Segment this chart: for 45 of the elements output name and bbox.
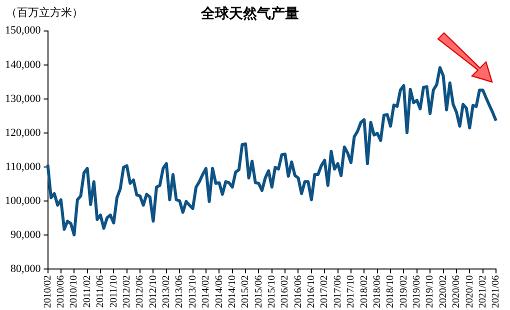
y-tick-label: 90,000 bbox=[10, 229, 42, 242]
x-tick-label: 2011/02 bbox=[82, 275, 93, 308]
x-tick-label: 2019/02 bbox=[398, 275, 410, 308]
x-tick-label: 2016/06 bbox=[292, 275, 304, 308]
x-tick-label: 2010/06 bbox=[56, 275, 67, 308]
y-tick-label: 110,000 bbox=[5, 160, 42, 173]
x-tick-label: 2015/06 bbox=[253, 275, 264, 308]
x-tick-label: 2017/02 bbox=[319, 275, 330, 308]
x-tick-label: 2012/06 bbox=[134, 275, 146, 308]
x-tick-label: 2017/06 bbox=[332, 275, 344, 308]
y-tick-label: 150,000 bbox=[5, 24, 42, 37]
chart-title: 全球天然气产量 bbox=[200, 5, 299, 22]
x-tick-label: 2020/10 bbox=[464, 275, 476, 308]
x-tick-label: 2018/06 bbox=[372, 275, 383, 308]
x-tick-label: 2016/10 bbox=[306, 275, 318, 308]
x-tick-label: 2015/10 bbox=[266, 275, 278, 308]
x-tick-label: 2012/02 bbox=[121, 275, 132, 308]
x-tick-label: 2010/02 bbox=[42, 275, 54, 308]
x-tick-label: 2010/10 bbox=[68, 275, 80, 308]
x-tick-label: 2021/02 bbox=[477, 275, 488, 308]
x-tick-label: 2011/10 bbox=[108, 275, 120, 308]
x-tick-label: 2018/02 bbox=[358, 275, 370, 308]
x-tick-label: 2012/10 bbox=[148, 275, 159, 308]
x-tick-label: 2016/02 bbox=[280, 275, 291, 308]
x-tick-label: 2011/06 bbox=[95, 275, 106, 308]
x-tick-label: 2014/06 bbox=[214, 275, 225, 308]
y-tick-label: 130,000 bbox=[5, 92, 42, 105]
y-axis-title: （百万立方米） bbox=[6, 6, 83, 19]
x-tick-label: 2020/06 bbox=[451, 275, 462, 308]
y-tick-label: 120,000 bbox=[5, 126, 42, 139]
y-tick-label: 80,000 bbox=[10, 263, 42, 276]
x-tick-label: 2013/10 bbox=[187, 275, 198, 308]
x-tick-label: 2020/02 bbox=[438, 275, 449, 308]
x-tick-label: 2013/02 bbox=[161, 275, 172, 308]
y-tick-label: 140,000 bbox=[5, 58, 42, 71]
y-tick-label: 100,000 bbox=[5, 194, 42, 207]
x-tick-label: 2017/10 bbox=[346, 275, 357, 308]
x-tick-label: 2018/10 bbox=[385, 275, 396, 308]
x-tick-label: 2019/06 bbox=[412, 275, 423, 308]
x-tick-label: 2014/10 bbox=[226, 275, 238, 308]
x-tick-label: 2014/02 bbox=[200, 275, 212, 308]
x-tick-label: 2015/02 bbox=[240, 275, 252, 308]
x-tick-label: 2013/06 bbox=[174, 275, 186, 308]
x-tick-label: 2021/06 bbox=[490, 275, 502, 308]
x-tick-label: 2019/10 bbox=[424, 275, 436, 308]
